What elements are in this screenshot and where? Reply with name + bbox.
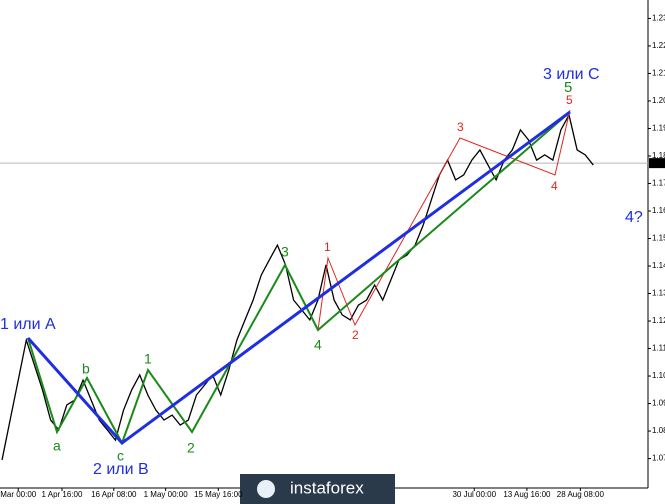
wave-label: 5 bbox=[566, 93, 573, 107]
wave-label: 2 или B bbox=[93, 461, 149, 478]
y-tick-label: 1.08 bbox=[652, 426, 665, 435]
y-tick-label: 1.12 bbox=[652, 316, 665, 325]
green-wave bbox=[121, 111, 571, 444]
y-tick-label: 1.10 bbox=[652, 371, 665, 380]
x-tick-label: 1 May 00:00 bbox=[144, 490, 189, 499]
x-tick-label: 28 Aug 08:00 bbox=[557, 490, 605, 499]
y-tick-label: 1.18 bbox=[652, 151, 665, 160]
wave-label: 3 bbox=[457, 120, 464, 134]
wave-label: 1 bbox=[144, 351, 152, 367]
wave-label: 2 bbox=[187, 440, 195, 456]
y-tick-label: 1.23 bbox=[652, 14, 665, 23]
wave-label: 5 bbox=[564, 79, 572, 96]
y-tick-label: 1.19 bbox=[652, 124, 665, 133]
y-tick-label: 1.14 bbox=[652, 261, 665, 270]
y-tick-label: 1.22 bbox=[652, 41, 665, 50]
x-tick-label: 30 Jul 00:00 bbox=[452, 490, 496, 499]
x-tick-label: 16 Apr 08:00 bbox=[91, 490, 137, 499]
y-tick-label: 1.07 bbox=[652, 454, 665, 463]
wave-label: 4 bbox=[314, 337, 322, 353]
wave-label: 3 bbox=[281, 244, 289, 260]
wave-label: 1 bbox=[324, 240, 331, 254]
y-tick-label: 1.16 bbox=[652, 206, 665, 215]
logo-icon bbox=[257, 480, 275, 498]
y-tick-label: 1.09 bbox=[652, 399, 665, 408]
y-tick-label: 1.17 bbox=[652, 179, 665, 188]
y-tick-label: 1.11 bbox=[652, 344, 665, 353]
wave-label: c bbox=[117, 448, 124, 464]
current-price-box bbox=[649, 158, 665, 169]
y-tick-label: 1.13 bbox=[652, 289, 665, 298]
y-tick-label: 1.21 bbox=[652, 69, 665, 78]
x-tick-label: Mar 00:00 bbox=[0, 490, 37, 499]
y-tick-label: 1.20 bbox=[652, 96, 665, 105]
wave-label: 1 или A bbox=[0, 316, 56, 333]
x-tick-label: 15 May 16:00 bbox=[194, 490, 243, 499]
y-tick-label: 1.15 bbox=[652, 234, 665, 243]
logo-text: instaforex bbox=[290, 478, 364, 497]
wave-label: 3 или C bbox=[543, 66, 600, 83]
wave-label: 4? bbox=[625, 209, 643, 226]
wave-label: a bbox=[53, 438, 61, 454]
current-price-label: 1.17 bbox=[651, 158, 665, 167]
wave-label: 4 bbox=[551, 179, 558, 193]
wave-label: b bbox=[82, 361, 90, 377]
wave-label: 2 bbox=[352, 328, 359, 342]
logo: instaforex bbox=[240, 474, 395, 504]
wave-lines bbox=[26, 109, 571, 446]
green-abc bbox=[27, 337, 123, 444]
blue-wave bbox=[26, 110, 571, 446]
x-tick-label: 1 Apr 16:00 bbox=[42, 490, 83, 499]
x-tick-label: 13 Aug 16:00 bbox=[503, 490, 551, 499]
